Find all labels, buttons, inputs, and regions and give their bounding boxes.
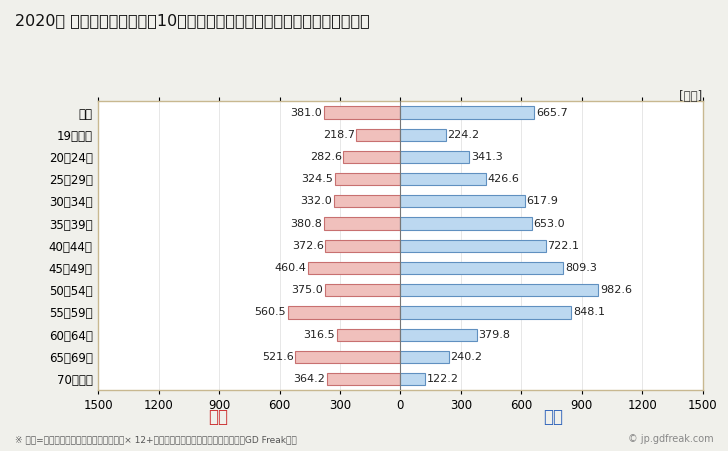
Text: 460.4: 460.4 — [274, 263, 306, 273]
Text: ※ 年収=「きまって支給する現金給与額」× 12+「年間賞与その他特別給与額」としてGD Freak推計: ※ 年収=「きまって支給する現金給与額」× 12+「年間賞与その他特別給与額」と… — [15, 435, 296, 444]
Bar — [400, 151, 469, 163]
Text: 2020年 民間企業（従業者数10人以上）フルタイム労働者の男女別平均年収: 2020年 民間企業（従業者数10人以上）フルタイム労働者の男女別平均年収 — [15, 14, 369, 28]
Bar — [344, 151, 400, 163]
Text: 375.0: 375.0 — [291, 285, 323, 295]
Text: 324.5: 324.5 — [301, 174, 333, 184]
Bar — [324, 106, 400, 119]
Bar — [400, 328, 477, 341]
Bar — [324, 217, 400, 230]
Text: 316.5: 316.5 — [304, 330, 335, 340]
Bar — [333, 195, 400, 207]
Text: 379.8: 379.8 — [478, 330, 510, 340]
Text: 653.0: 653.0 — [534, 219, 565, 229]
Text: 617.9: 617.9 — [526, 196, 558, 207]
Text: 218.7: 218.7 — [323, 130, 355, 140]
Bar — [400, 173, 486, 185]
Text: 722.1: 722.1 — [547, 241, 579, 251]
Text: 女性: 女性 — [208, 408, 229, 426]
Text: 122.2: 122.2 — [427, 374, 459, 384]
Bar — [336, 328, 400, 341]
Text: 282.6: 282.6 — [310, 152, 342, 162]
Bar — [296, 351, 400, 363]
Bar — [400, 351, 448, 363]
Text: 332.0: 332.0 — [300, 196, 332, 207]
Text: 224.2: 224.2 — [447, 130, 479, 140]
Bar — [400, 284, 598, 296]
Text: 男性: 男性 — [543, 408, 563, 426]
Text: 848.1: 848.1 — [573, 308, 605, 318]
Bar — [400, 373, 425, 385]
Bar — [400, 306, 571, 318]
Bar — [400, 195, 525, 207]
Text: 665.7: 665.7 — [536, 108, 568, 118]
Text: 372.6: 372.6 — [292, 241, 324, 251]
Bar — [327, 373, 400, 385]
Bar — [400, 129, 446, 141]
Bar — [400, 217, 532, 230]
Text: 380.8: 380.8 — [290, 219, 322, 229]
Bar — [325, 239, 400, 252]
Bar — [308, 262, 400, 274]
Text: 560.5: 560.5 — [254, 308, 286, 318]
Text: [万円]: [万円] — [679, 90, 703, 103]
Text: © jp.gdfreak.com: © jp.gdfreak.com — [628, 434, 713, 444]
Text: 809.3: 809.3 — [565, 263, 597, 273]
Text: 982.6: 982.6 — [600, 285, 632, 295]
Bar — [356, 129, 400, 141]
Text: 521.6: 521.6 — [262, 352, 293, 362]
Bar — [400, 262, 563, 274]
Text: 364.2: 364.2 — [293, 374, 325, 384]
Bar — [400, 239, 546, 252]
Bar — [288, 306, 400, 318]
Bar — [325, 284, 400, 296]
Text: 426.6: 426.6 — [488, 174, 520, 184]
Text: 240.2: 240.2 — [451, 352, 483, 362]
Bar — [400, 106, 534, 119]
Text: 381.0: 381.0 — [290, 108, 322, 118]
Bar — [335, 173, 400, 185]
Text: 341.3: 341.3 — [471, 152, 502, 162]
